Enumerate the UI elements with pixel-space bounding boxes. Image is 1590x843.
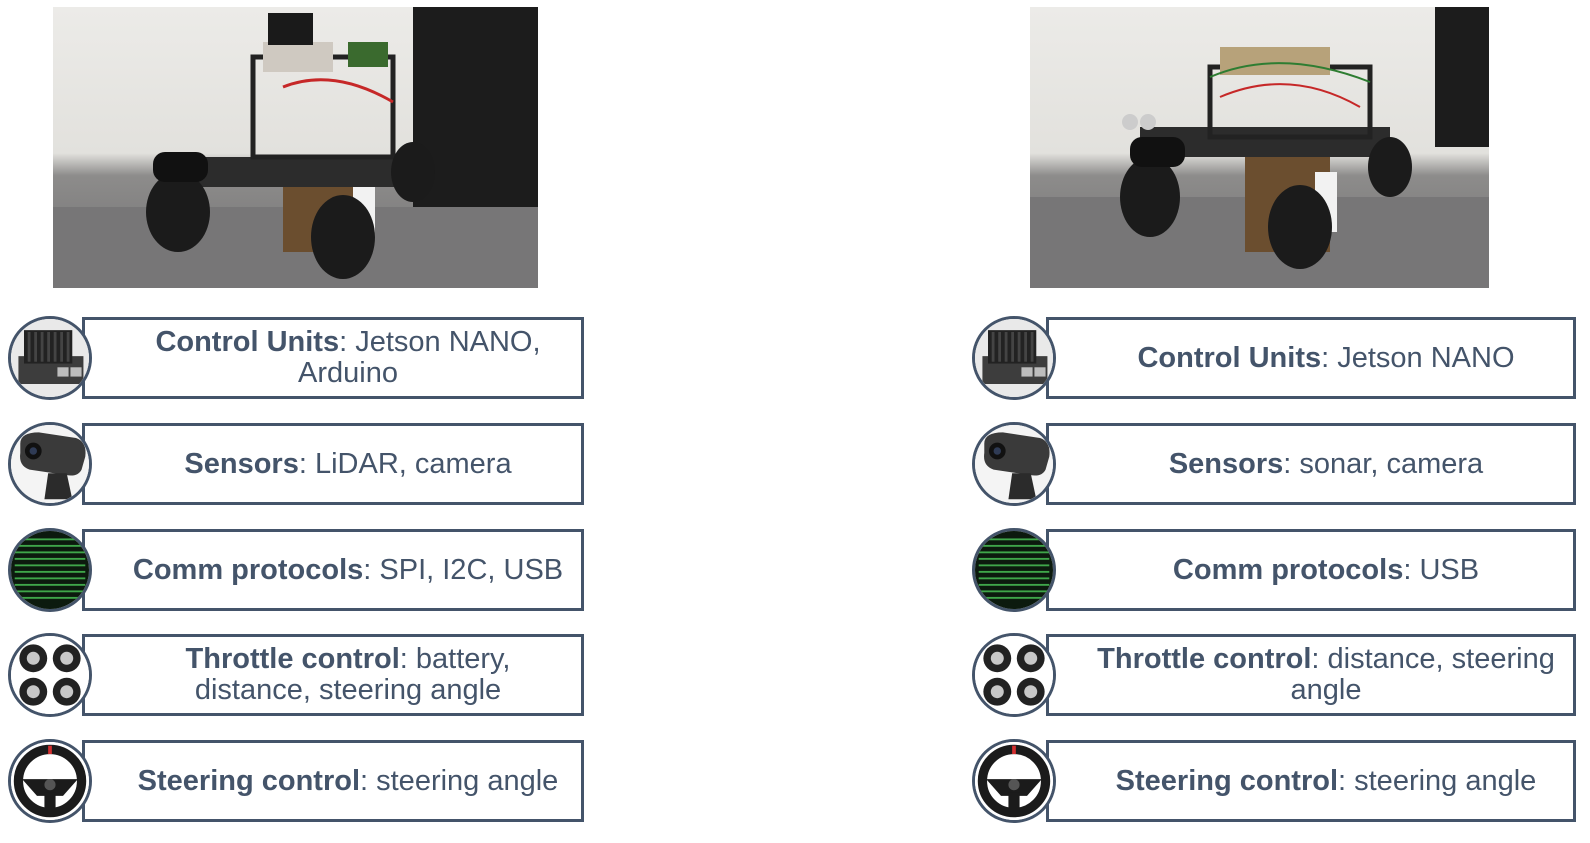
steering-control-row: Steering control: steering angle (972, 739, 1584, 825)
car-photo-sonar (1030, 7, 1489, 288)
control-units-row: Control Units: Jetson NANO, Arduino (8, 316, 592, 402)
comm-protocols-row: Comm protocols: USB (972, 528, 1584, 614)
steering-wheel-icon (972, 739, 1056, 823)
throttle-control-label: Throttle control: battery, distance, ste… (82, 634, 584, 716)
steering-control-row: Steering control: steering angle (8, 739, 592, 825)
binary-code-icon (8, 528, 92, 612)
comm-protocols-label: Comm protocols: USB (1046, 529, 1576, 611)
webcam-icon (972, 422, 1056, 506)
throttle-control-label: Throttle control: distance, steering ang… (1046, 634, 1576, 716)
control-units-label: Control Units: Jetson NANO (1046, 317, 1576, 399)
comm-protocols-label: Comm protocols: SPI, I2C, USB (82, 529, 584, 611)
sensors-label: Sensors: LiDAR, camera (82, 423, 584, 505)
throttle-control-row: Throttle control: distance, steering ang… (972, 633, 1584, 719)
binary-code-icon (972, 528, 1056, 612)
throttle-control-row: Throttle control: battery, distance, ste… (8, 633, 592, 719)
jetson-board-icon (972, 316, 1056, 400)
jetson-board-icon (8, 316, 92, 400)
control-units-label: Control Units: Jetson NANO, Arduino (82, 317, 584, 399)
webcam-icon (8, 422, 92, 506)
wheels-icon (972, 633, 1056, 717)
control-units-row: Control Units: Jetson NANO (972, 316, 1584, 402)
sensors-row: Sensors: LiDAR, camera (8, 422, 592, 508)
sensors-row: Sensors: sonar, camera (972, 422, 1584, 508)
sensors-label: Sensors: sonar, camera (1046, 423, 1576, 505)
steering-wheel-icon (8, 739, 92, 823)
steering-control-label: Steering control: steering angle (82, 740, 584, 822)
wheels-icon (8, 633, 92, 717)
car-photo-lidar (53, 7, 538, 288)
steering-control-label: Steering control: steering angle (1046, 740, 1576, 822)
comm-protocols-row: Comm protocols: SPI, I2C, USB (8, 528, 592, 614)
